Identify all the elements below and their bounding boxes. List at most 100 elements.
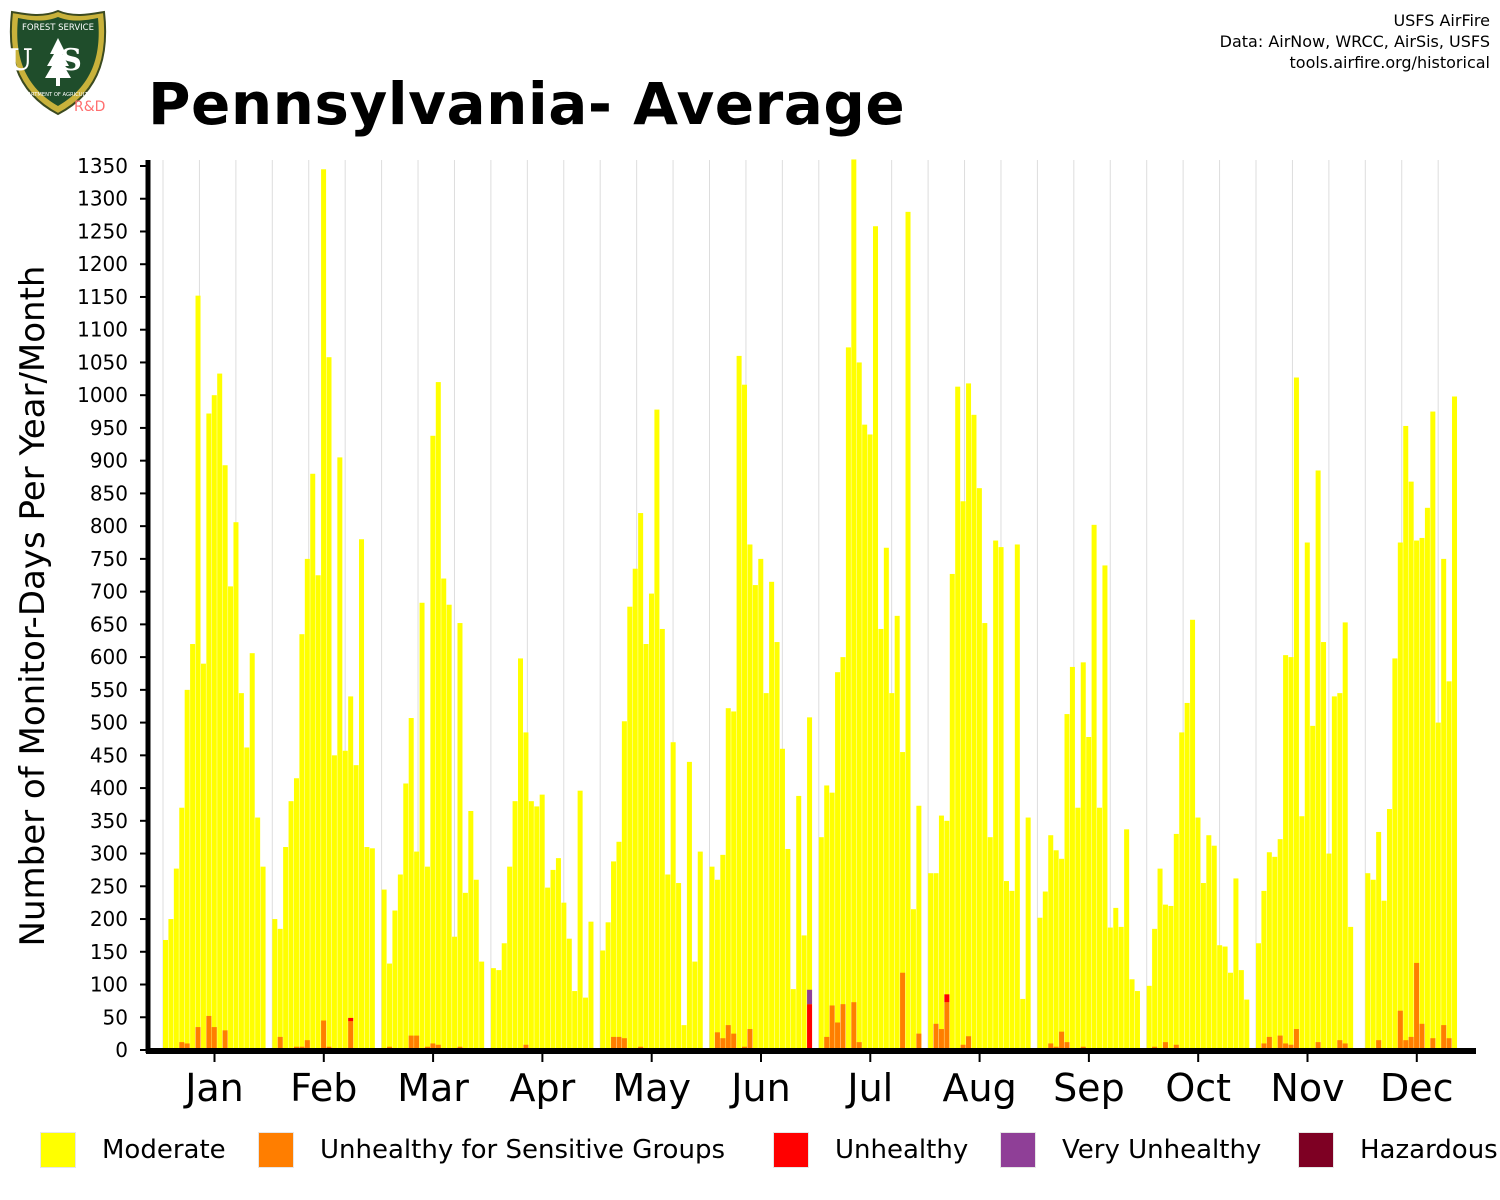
bar-moderate	[1342, 622, 1348, 1050]
bar-moderate	[1293, 377, 1299, 1050]
x-tick-label: Jul	[845, 1066, 893, 1110]
bar-moderate	[572, 991, 578, 1050]
bar-moderate	[600, 950, 606, 1050]
x-tick-label: Sep	[1053, 1066, 1125, 1110]
bar-moderate	[1200, 883, 1206, 1050]
bar-usg	[1173, 1044, 1179, 1050]
bar-usg	[824, 1036, 830, 1050]
bar-moderate	[304, 558, 310, 1050]
bar-moderate	[1053, 850, 1059, 1050]
bar-moderate	[414, 851, 420, 1050]
bar-usg	[621, 1038, 627, 1050]
bar-moderate	[179, 807, 185, 1050]
bar-moderate	[1129, 979, 1135, 1050]
bar-moderate	[1009, 890, 1015, 1050]
x-tick-label: Dec	[1380, 1066, 1454, 1110]
bar-usg	[1059, 1031, 1065, 1050]
bar-moderate	[1152, 928, 1158, 1050]
bar-moderate	[1146, 985, 1152, 1050]
bar-usg	[408, 1035, 414, 1050]
bar-usg	[1397, 1010, 1403, 1050]
bar-moderate	[496, 970, 502, 1050]
bar-moderate	[987, 837, 993, 1050]
bar-moderate	[654, 409, 660, 1050]
bar-moderate	[217, 373, 223, 1050]
bar-moderate	[1288, 657, 1294, 1050]
bar-moderate	[1059, 858, 1065, 1050]
y-tick-label: 1050	[77, 350, 128, 374]
credit-line: tools.airfire.org/historical	[1289, 53, 1490, 72]
legend-item-unhealthy: Unhealthy	[773, 1130, 968, 1170]
bar-moderate	[1403, 425, 1409, 1050]
bar-usg	[616, 1036, 622, 1050]
bar-usg	[1430, 1038, 1436, 1050]
bar-moderate	[774, 642, 780, 1050]
bar-moderate	[272, 919, 278, 1050]
bar-moderate	[829, 792, 835, 1050]
bar-moderate	[550, 869, 556, 1050]
y-tick-label: 50	[103, 1005, 128, 1029]
bar-moderate	[611, 861, 617, 1050]
bar-moderate	[867, 434, 873, 1050]
bar-usg	[206, 1015, 212, 1050]
y-tick-label: 1200	[77, 252, 128, 276]
bar-moderate	[720, 854, 726, 1050]
bar-moderate	[818, 837, 824, 1050]
bar-usg	[611, 1036, 617, 1050]
bar-moderate	[638, 513, 644, 1050]
bar-moderate	[299, 634, 305, 1050]
y-tick-label: 950	[90, 416, 128, 440]
bar-moderate	[288, 801, 294, 1050]
bar-moderate	[670, 742, 676, 1050]
bar-moderate	[681, 1025, 687, 1050]
bar-moderate	[692, 961, 698, 1050]
bar-moderate	[1195, 817, 1201, 1050]
bar-usg	[856, 1042, 862, 1050]
bar-moderate	[1256, 943, 1261, 1050]
bar-moderate	[1184, 702, 1190, 1050]
bar-usg	[1315, 1042, 1321, 1050]
legend-swatch-hazardous	[1298, 1132, 1334, 1168]
bar-moderate	[277, 928, 283, 1050]
bar-usg	[714, 1032, 720, 1050]
bar-usg	[222, 1030, 228, 1050]
bar-moderate	[883, 547, 889, 1050]
bar-moderate	[845, 347, 851, 1051]
bar-moderate	[588, 921, 594, 1050]
bar-moderate	[462, 892, 468, 1050]
bar-moderate	[206, 413, 212, 1050]
bar-moderate	[1376, 831, 1382, 1050]
bar-moderate	[763, 693, 769, 1050]
bar-moderate	[244, 747, 250, 1050]
bar-moderate	[315, 575, 321, 1050]
y-tick-label: 800	[90, 514, 128, 538]
bar-moderate	[1272, 856, 1278, 1050]
bar-moderate	[468, 810, 474, 1050]
bar-moderate	[441, 578, 447, 1050]
bar-moderate	[1048, 835, 1054, 1050]
bar-moderate	[473, 879, 479, 1050]
bar-usg	[1293, 1029, 1299, 1050]
bar-moderate	[1261, 890, 1267, 1050]
credit-line: USFS AirFire	[1393, 11, 1490, 30]
bar-moderate	[1162, 904, 1168, 1050]
bar-moderate	[1075, 807, 1081, 1050]
bar-usg	[900, 972, 906, 1050]
bar-usg	[1064, 1042, 1070, 1050]
credit-line: Data: AirNow, WRCC, AirSis, USFS	[1219, 32, 1490, 51]
bar-moderate	[430, 435, 436, 1050]
bar-moderate	[955, 386, 961, 1050]
bar-moderate	[1414, 540, 1420, 1050]
bar-moderate	[1134, 991, 1140, 1050]
bar-moderate	[583, 997, 589, 1050]
bar-moderate	[392, 910, 398, 1050]
bar-moderate	[435, 382, 441, 1051]
bar-moderate	[632, 568, 638, 1050]
bar-usg	[1376, 1040, 1382, 1050]
bar-moderate	[736, 355, 742, 1050]
y-tick-label: 0	[115, 1038, 128, 1062]
y-tick-label: 850	[90, 481, 128, 505]
bar-moderate	[889, 693, 895, 1050]
bar-moderate	[1299, 816, 1305, 1050]
bar-moderate	[790, 989, 796, 1050]
